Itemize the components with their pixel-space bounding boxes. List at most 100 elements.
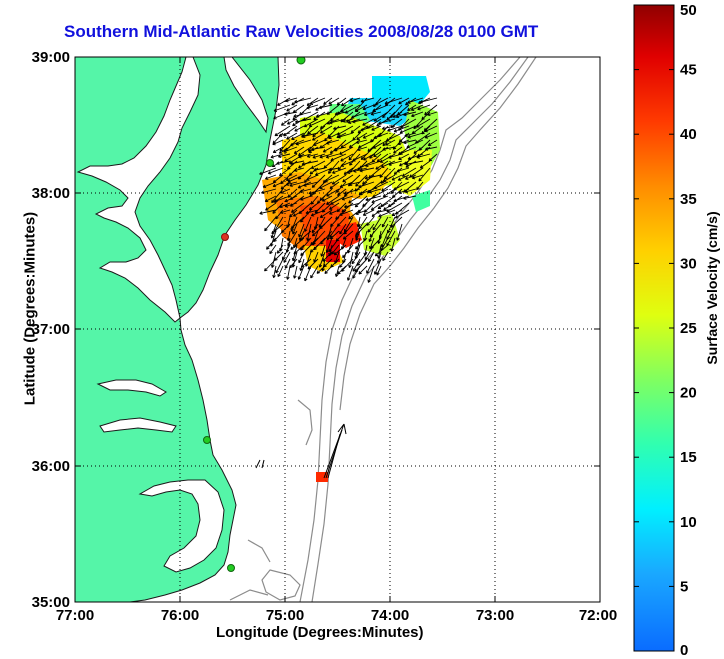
current-vector <box>416 153 431 159</box>
current-vector <box>325 153 340 159</box>
current-vector <box>350 125 361 134</box>
current-vector <box>343 188 361 195</box>
current-vector <box>352 265 361 279</box>
current-vector <box>264 174 277 180</box>
current-vector <box>356 132 368 141</box>
current-vector <box>407 97 424 104</box>
current-vector <box>385 139 396 146</box>
current-vector <box>328 132 340 139</box>
current-vector <box>395 111 410 119</box>
current-vector <box>342 118 354 123</box>
colorbar <box>633 4 675 652</box>
current-vector <box>273 195 291 203</box>
current-vector <box>416 181 424 191</box>
current-vector <box>329 209 340 215</box>
current-vector <box>298 223 305 238</box>
current-vector <box>363 111 375 117</box>
current-vector <box>379 153 396 163</box>
current-vector <box>336 97 347 106</box>
colorbar-label: Surface Velocity (cm/s) <box>704 211 720 365</box>
current-vector <box>290 160 305 166</box>
isolated-vectors <box>255 423 347 479</box>
current-vector <box>322 146 333 153</box>
current-vector <box>348 195 361 204</box>
current-vector <box>364 174 382 180</box>
current-vector <box>396 167 410 173</box>
current-vector <box>358 265 368 275</box>
current-vector <box>376 209 389 214</box>
current-vector <box>359 188 375 195</box>
current-vector <box>405 160 424 166</box>
current-vector <box>366 216 375 226</box>
current-vector <box>284 202 298 208</box>
delaware-bay <box>223 57 269 134</box>
current-vector <box>352 118 368 124</box>
current-vector <box>262 181 277 189</box>
current-vector <box>305 209 319 215</box>
current-vector <box>337 132 354 139</box>
current-vector <box>312 153 326 159</box>
current-vector <box>298 160 312 169</box>
current-vector <box>363 153 375 161</box>
colorbar-tick-label: 10 <box>680 514 697 531</box>
current-vector <box>404 132 417 138</box>
current-vector <box>310 209 326 217</box>
current-vector <box>334 111 347 116</box>
current-vector <box>346 167 361 174</box>
current-vector <box>393 195 410 203</box>
current-vector <box>348 181 361 186</box>
current-vector <box>353 167 368 173</box>
current-vector <box>326 118 340 125</box>
current-vector <box>360 97 375 103</box>
current-vector <box>294 125 305 132</box>
current-vector <box>371 209 382 217</box>
current-vector <box>286 118 298 125</box>
current-vector <box>384 97 403 105</box>
current-vector <box>362 132 375 139</box>
current-vector <box>413 146 424 154</box>
current-vector <box>284 111 298 116</box>
current-vector <box>293 167 305 172</box>
current-vector <box>285 97 298 103</box>
current-vector <box>397 174 410 181</box>
colorbar-ticks <box>634 4 674 652</box>
current-vector <box>367 223 375 233</box>
colorbar-tick-label: 40 <box>680 126 697 143</box>
x-tick-label: 72:00 <box>579 607 617 624</box>
current-vector <box>271 223 284 235</box>
y-axis-label: Latitude (Degrees:Minutes) <box>21 211 39 406</box>
current-vector <box>300 195 312 201</box>
colorbar-tick-label: 0 <box>680 642 688 659</box>
current-vector <box>269 244 277 255</box>
current-vector <box>293 265 298 279</box>
current-vector <box>370 111 382 116</box>
current-vector <box>329 202 340 210</box>
map-title: Southern Mid-Atlantic Raw Velocities 200… <box>64 22 539 41</box>
river-inlet <box>99 417 177 433</box>
current-vector <box>365 195 382 202</box>
current-vector <box>313 139 326 146</box>
current-vector <box>326 139 340 145</box>
current-vector <box>357 146 368 152</box>
current-vector <box>378 118 396 125</box>
current-vector <box>316 265 326 274</box>
current-vector <box>368 230 375 243</box>
current-vector <box>304 265 312 282</box>
current-vector <box>292 209 305 217</box>
current-vector <box>337 265 347 275</box>
current-vector <box>312 132 326 141</box>
current-vector <box>394 209 410 219</box>
current-vector <box>397 139 410 146</box>
current-vector <box>270 251 277 268</box>
current-vector <box>352 132 361 141</box>
current-vector <box>355 139 368 144</box>
current-vector <box>355 230 361 241</box>
current-vector <box>391 174 403 181</box>
x-axis-label: Longitude (Degrees:Minutes) <box>216 624 424 641</box>
current-vector <box>270 153 284 159</box>
current-vector <box>321 195 333 202</box>
current-vector <box>424 125 438 133</box>
current-vector <box>351 111 368 119</box>
current-vector <box>280 118 291 126</box>
current-vector <box>354 237 368 250</box>
